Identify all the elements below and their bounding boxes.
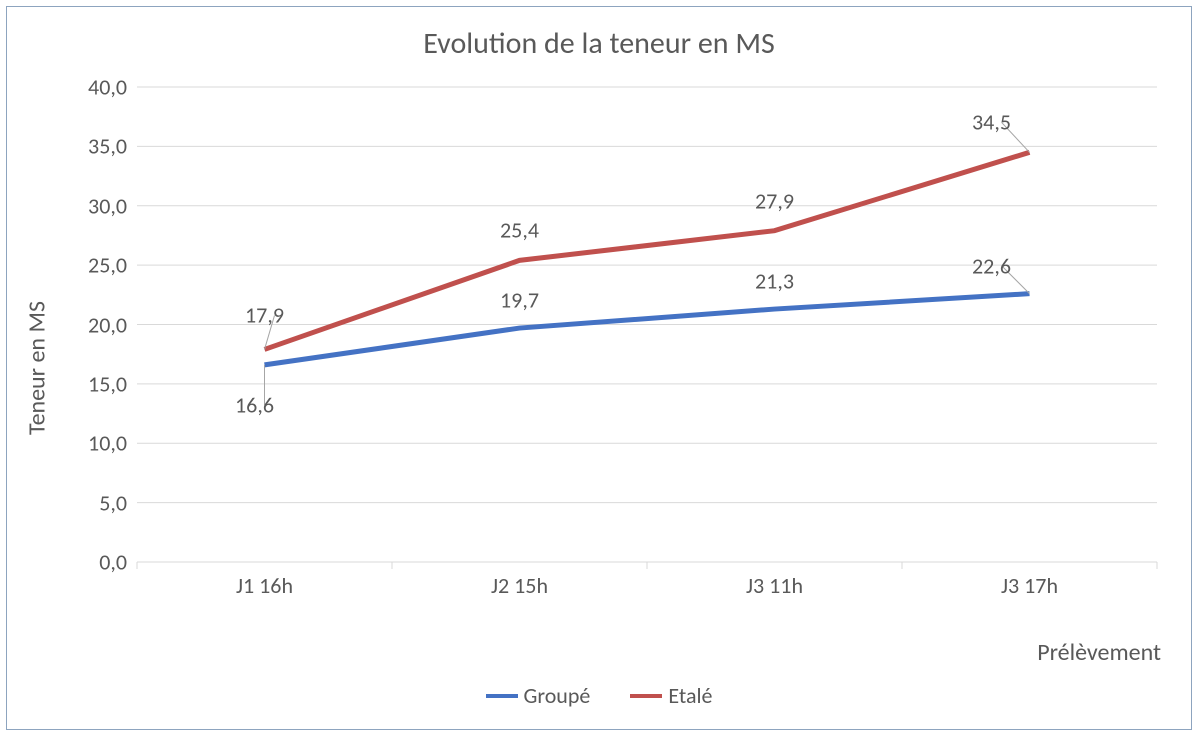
x-tick-label: J3 11h (746, 562, 803, 599)
data-label: 21,3 (755, 268, 794, 295)
y-axis-title: Teneur en MS (23, 301, 52, 435)
x-tick-label: J3 17h (1001, 562, 1058, 599)
plot-area: 0,05,010,015,020,025,030,035,040,0J1 16h… (137, 87, 1157, 562)
legend-label: Groupé (524, 682, 591, 709)
y-tick-label: 20,0 (88, 311, 137, 338)
data-label: 16,6 (235, 391, 274, 418)
data-label: 34,5 (972, 109, 1011, 136)
legend-swatch (486, 694, 518, 698)
legend-item-etale: Etalé (630, 682, 712, 709)
data-label: 19,7 (500, 287, 539, 314)
data-label: 22,6 (972, 252, 1011, 279)
chart-title: Evolution de la teneur en MS (7, 25, 1191, 62)
y-tick-label: 40,0 (88, 74, 137, 101)
data-label: 27,9 (755, 187, 794, 214)
y-tick-label: 0,0 (99, 549, 137, 576)
y-tick-label: 10,0 (88, 430, 137, 457)
y-tick-label: 15,0 (88, 370, 137, 397)
y-tick-label: 5,0 (99, 489, 137, 516)
legend-item-groupe: Groupé (486, 682, 591, 709)
legend-label: Etalé (668, 682, 712, 709)
y-tick-label: 30,0 (88, 192, 137, 219)
data-label: 17,9 (245, 302, 284, 329)
x-axis-title: Prélèvement (1037, 638, 1161, 667)
x-tick-label: J1 16h (236, 562, 293, 599)
legend: Groupé Etalé (7, 682, 1191, 709)
y-tick-label: 25,0 (88, 252, 137, 279)
chart-frame: Evolution de la teneur en MS Teneur en M… (6, 6, 1192, 730)
x-tick-label: J2 15h (491, 562, 548, 599)
legend-swatch (630, 694, 662, 698)
data-label: 25,4 (500, 217, 539, 244)
y-tick-label: 35,0 (88, 133, 137, 160)
plot-svg (137, 87, 1157, 562)
